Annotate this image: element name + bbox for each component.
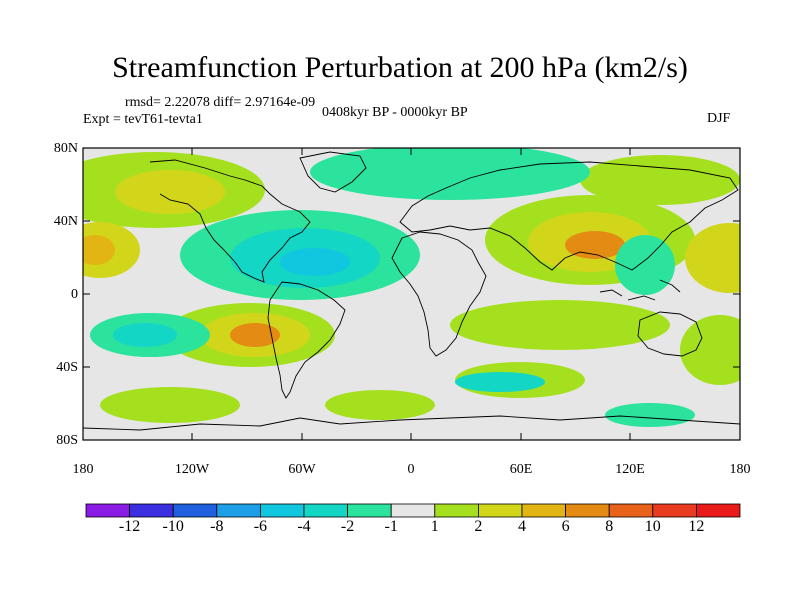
colorbar-label: 6 xyxy=(561,518,570,535)
colorbar-label: -10 xyxy=(162,518,184,535)
coast-south-america xyxy=(267,281,346,399)
colorbar-label: -4 xyxy=(297,518,311,535)
colorbar xyxy=(85,503,741,518)
colorbar-label: 12 xyxy=(688,518,705,535)
field-positive-nasia xyxy=(580,155,740,205)
field-negative-sindian xyxy=(455,372,545,392)
field-positive-southatl xyxy=(325,390,435,420)
colorbar-label: -8 xyxy=(210,518,224,535)
colorbar-swatch xyxy=(477,503,523,518)
field-positive-southpac xyxy=(100,387,240,423)
lon-label-180e: 180 xyxy=(729,462,751,477)
colorbar-swatch xyxy=(347,503,392,518)
colorbar-swatch xyxy=(216,503,261,518)
colorbar-swatch xyxy=(85,503,130,518)
coast-north-america xyxy=(149,159,311,283)
lat-label-80s: 80S xyxy=(56,433,78,448)
coast-australia xyxy=(637,311,703,357)
field-negative-pacific-core xyxy=(113,323,177,347)
experiment-label: Expt = tevT61-tevta1 xyxy=(83,112,203,127)
colorbar-swatch xyxy=(390,503,436,518)
period-label: 0408kyr BP - 0000kyr BP xyxy=(322,105,468,120)
colorbar-label: 8 xyxy=(605,518,614,535)
colorbar-swatch xyxy=(129,503,174,518)
coast-eurasia xyxy=(399,161,739,271)
field-negative-arctic xyxy=(310,148,590,200)
colorbar-label: -1 xyxy=(384,518,398,535)
colorbar-swatch xyxy=(259,503,305,518)
lon-label-120e: 120E xyxy=(615,462,645,477)
coast-maritime-asia xyxy=(599,279,681,301)
field-negative-atlantic-core xyxy=(280,248,350,276)
stats-label: rmsd= 2.22078 diff= 2.97164e-09 xyxy=(125,95,316,110)
colorbar-label: 10 xyxy=(644,518,661,535)
coast-greenland xyxy=(299,151,367,193)
colorbar-label: -6 xyxy=(253,518,268,535)
colorbar-label: 4 xyxy=(518,518,526,535)
lon-label-60e: 60E xyxy=(509,462,533,477)
lon-label-180w: 180 xyxy=(72,462,94,477)
field-positive-westedge-core xyxy=(83,235,115,265)
colorbar-label: 2 xyxy=(474,518,483,535)
field-negative-southern xyxy=(605,403,695,427)
colorbar-swatch xyxy=(521,503,566,518)
colorbar-swatch xyxy=(565,503,610,518)
field-positive-samerica-core xyxy=(230,323,280,347)
colorbar-swatch xyxy=(303,503,348,518)
lat-label-80n: 80N xyxy=(53,141,78,156)
colorbar-swatch xyxy=(434,503,479,518)
tick-marks xyxy=(83,147,740,441)
field-negative-westpac xyxy=(615,235,675,295)
plot-title: Streamfunction Perturbation at 200 hPa (… xyxy=(112,51,688,84)
colorbar-label: -2 xyxy=(340,518,355,535)
lon-label-0: 0 xyxy=(407,462,415,477)
field-positive-npacific-core xyxy=(115,170,225,214)
lat-label-40s: 40S xyxy=(56,360,78,375)
lon-label-60w: 60W xyxy=(288,462,316,477)
field-positive-indian xyxy=(450,300,670,350)
field-positive-eastedge xyxy=(685,223,740,293)
colorbar-swatch xyxy=(608,503,654,518)
field-positive-eastsouth xyxy=(680,315,740,385)
lat-label-0: 0 xyxy=(71,287,78,302)
lon-label-120w: 120W xyxy=(174,462,210,477)
season-label: DJF xyxy=(707,111,731,126)
colorbar-swatch xyxy=(652,503,697,518)
colorbar-swatch xyxy=(696,503,741,518)
coast-antarctica xyxy=(83,415,740,431)
contour-fields xyxy=(83,148,740,427)
colorbar-label: -12 xyxy=(118,518,141,535)
coast-africa xyxy=(391,231,487,357)
colorbar-label: 1 xyxy=(430,518,439,535)
colorbar-swatch xyxy=(172,503,218,518)
lat-label-40n: 40N xyxy=(53,214,78,229)
coastlines xyxy=(83,151,740,431)
